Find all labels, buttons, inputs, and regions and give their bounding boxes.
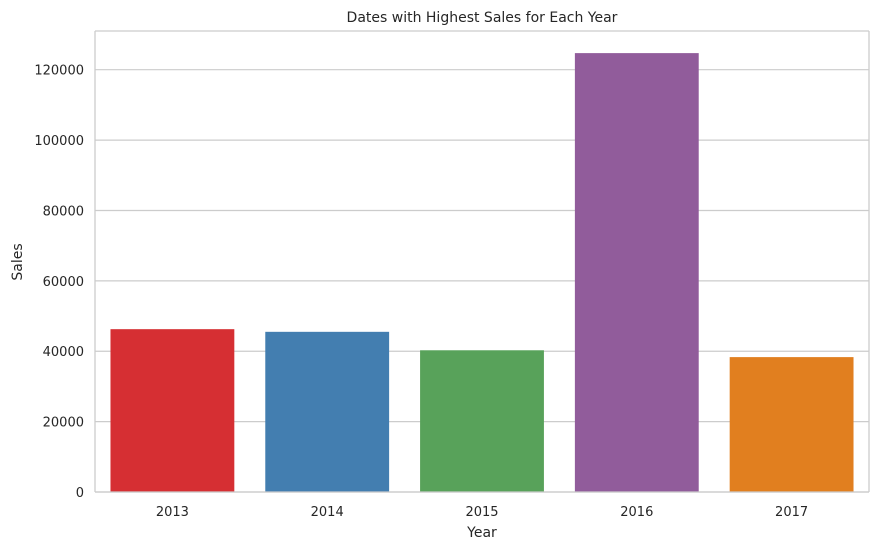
x-tick-labels: 2013 2014 2015 2016 2017	[156, 505, 808, 520]
y-tick-label: 20000	[43, 416, 84, 431]
y-tick-labels: 0 20000 40000 60000 80000 100000 120000	[34, 64, 84, 501]
x-tick-label: 2017	[775, 505, 808, 520]
bar-2016	[574, 53, 699, 492]
x-tick-label: 2013	[156, 505, 189, 520]
bar-2014	[265, 331, 390, 492]
x-tick-label: 2015	[465, 505, 498, 520]
y-tick-label: 80000	[43, 204, 84, 219]
bar-2013	[110, 329, 235, 492]
bar-2017	[729, 357, 854, 492]
axis-spines	[94, 30, 870, 493]
y-tick-label: 60000	[43, 275, 84, 290]
bar-2015	[420, 350, 544, 492]
x-tick-label: 2016	[620, 505, 653, 520]
y-tick-label: 120000	[34, 64, 84, 79]
y-tick-label: 40000	[43, 345, 84, 360]
y-tick-label: 100000	[34, 134, 84, 149]
y-axis-label: Sales	[10, 243, 26, 280]
y-tick-label: 0	[76, 486, 84, 501]
x-axis-label: Year	[466, 525, 497, 541]
chart-title: Dates with Highest Sales for Each Year	[347, 10, 618, 26]
x-tick-label: 2014	[311, 505, 344, 520]
bars	[110, 53, 854, 492]
